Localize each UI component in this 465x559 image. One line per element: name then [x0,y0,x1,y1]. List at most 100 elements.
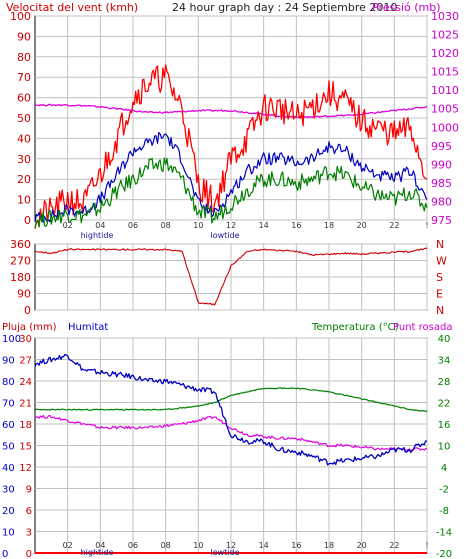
rain-y-tick-label: 18 [19,420,32,431]
direction-y-tick-label: 180 [10,271,31,284]
wind-average-line [34,131,428,223]
rain-y-tick-label: 15 [19,442,32,453]
humidity-y-tick-label: 60 [2,420,15,431]
x-tick-label: 10 [193,221,203,230]
rain-y-tick-label: 0 [26,549,32,559]
compass-label: N [436,238,444,251]
wind-y-tick-label: 50 [17,112,31,125]
humidity-y-tick-label: 30 [2,485,15,496]
x-tick-label: 12 [226,221,236,230]
x-tick-label: 08 [161,221,171,230]
humidity-y-tick-label: 50 [2,442,15,453]
pressure-y-tick-label: 1030 [431,10,459,23]
rain-y-tick-label: 24 [19,377,32,388]
pressure-y-tick-label: 1000 [431,121,459,134]
humidity-y-tick-label: 10 [2,528,15,539]
temperature-title: Temperatura (°C) [311,322,399,333]
direction-y-tick-label: 0 [24,304,31,317]
temperature-y-tick-label: -20 [436,549,452,559]
x-tick-label: 06 [128,541,138,550]
lowtide-label: lowtide [210,548,239,557]
temperature-line [34,387,428,413]
direction-y-tick-label: 360 [10,238,31,251]
x-tick-label: 16 [291,541,301,550]
wind-y-tick-label: 40 [17,132,31,145]
series-lines [34,64,428,554]
axis-labels: 02 04 06 08 10 12 14 16 18 20 22 !02 04 06 08 10 12 14 16 1… [2,10,459,559]
x-tick-label: 18 [324,221,334,230]
temperature-y-tick-label: -2 [439,485,449,496]
x-tick-label: 14 [259,221,269,230]
x-tick-label: ! [425,541,428,550]
pressure-line [34,103,428,119]
humidity-y-tick-label: 90 [2,356,15,367]
wind-y-tick-label: 30 [17,153,31,166]
humidity-y-tick-label: 80 [2,377,15,388]
humidity-title: Humitat [68,322,108,333]
rain-y-tick-label: 12 [19,463,32,474]
humidity-line [34,353,428,466]
hightide-label: hightide [81,231,114,240]
humidity-y-tick-label: 0 [2,549,8,559]
hightide-label: hightide [81,548,114,557]
pressure-y-tick-label: 990 [431,158,452,171]
pressure-y-tick-label: 985 [431,177,452,190]
x-tick-label: 08 [161,541,171,550]
wind-y-tick-label: 90 [17,30,31,43]
pressure-y-tick-label: 995 [431,140,452,153]
x-tick-label: 20 [357,221,367,230]
pressure-y-tick-label: 975 [431,214,452,227]
temperature-y-tick-label: -14 [436,528,452,539]
dewpoint-line [34,414,428,452]
temperature-y-tick-label: 16 [438,420,451,431]
compass-label: E [436,288,443,301]
dewpoint-title: Punt rosada [393,322,452,333]
x-tick-label: 06 [128,221,138,230]
humidity-y-tick-label: 20 [2,506,15,517]
rain-y-tick-label: 6 [26,506,32,517]
pressure-y-tick-label: 1010 [431,84,459,97]
lowtide-label: lowtide [210,231,239,240]
pressure-y-tick-label: 980 [431,195,452,208]
temperature-y-tick-label: 4 [441,463,447,474]
x-tick-label: 10 [193,541,203,550]
x-tick-label: 02 [63,541,73,550]
pressure-title: Pressió (mb) [372,1,441,14]
x-tick-label: 12 [226,541,236,550]
x-tick-label: 14 [259,541,269,550]
humidity-y-tick-label: 100 [2,334,21,345]
rain-y-tick-label: 3 [26,528,32,539]
rain-y-tick-label: 9 [26,485,32,496]
direction-y-tick-label: 270 [10,255,31,268]
rain-y-tick-label: 27 [19,356,32,367]
x-tick-label: 04 [95,221,105,230]
pressure-y-tick-label: 1005 [431,103,459,116]
wind-y-tick-label: 0 [24,214,31,227]
temperature-y-tick-label: 10 [438,442,451,453]
wind-y-tick-label: 60 [17,92,31,105]
temperature-y-tick-label: 34 [438,356,451,367]
x-tick-label: 22 [389,221,399,230]
temperature-y-tick-label: 40 [438,334,451,345]
compass-label: N [436,304,444,317]
temperature-y-tick-label: -8 [439,506,449,517]
humidity-y-tick-label: 70 [2,399,15,410]
pressure-y-tick-label: 1020 [431,47,459,60]
temperature-y-tick-label: 22 [438,399,451,410]
rain-title: Pluja (mm) [2,322,57,333]
x-tick-label: ! [425,221,428,230]
wind-low-line [34,157,428,229]
compass-label: S [436,271,443,284]
temperature-y-tick-label: 28 [438,377,451,388]
humidity-y-tick-label: 40 [2,463,15,474]
rain-y-tick-label: 21 [19,399,32,410]
direction-y-tick-label: 90 [17,288,31,301]
x-tick-label: 02 [63,221,73,230]
rain-y-tick-label: 30 [19,334,32,345]
chart-title: 24 hour graph day : 24 Septiembre 2010 [172,1,397,14]
wind-gust-line [34,64,428,229]
wind-y-tick-label: 20 [17,173,31,186]
wind-y-tick-label: 80 [17,51,31,64]
pressure-y-tick-label: 1015 [431,66,459,79]
